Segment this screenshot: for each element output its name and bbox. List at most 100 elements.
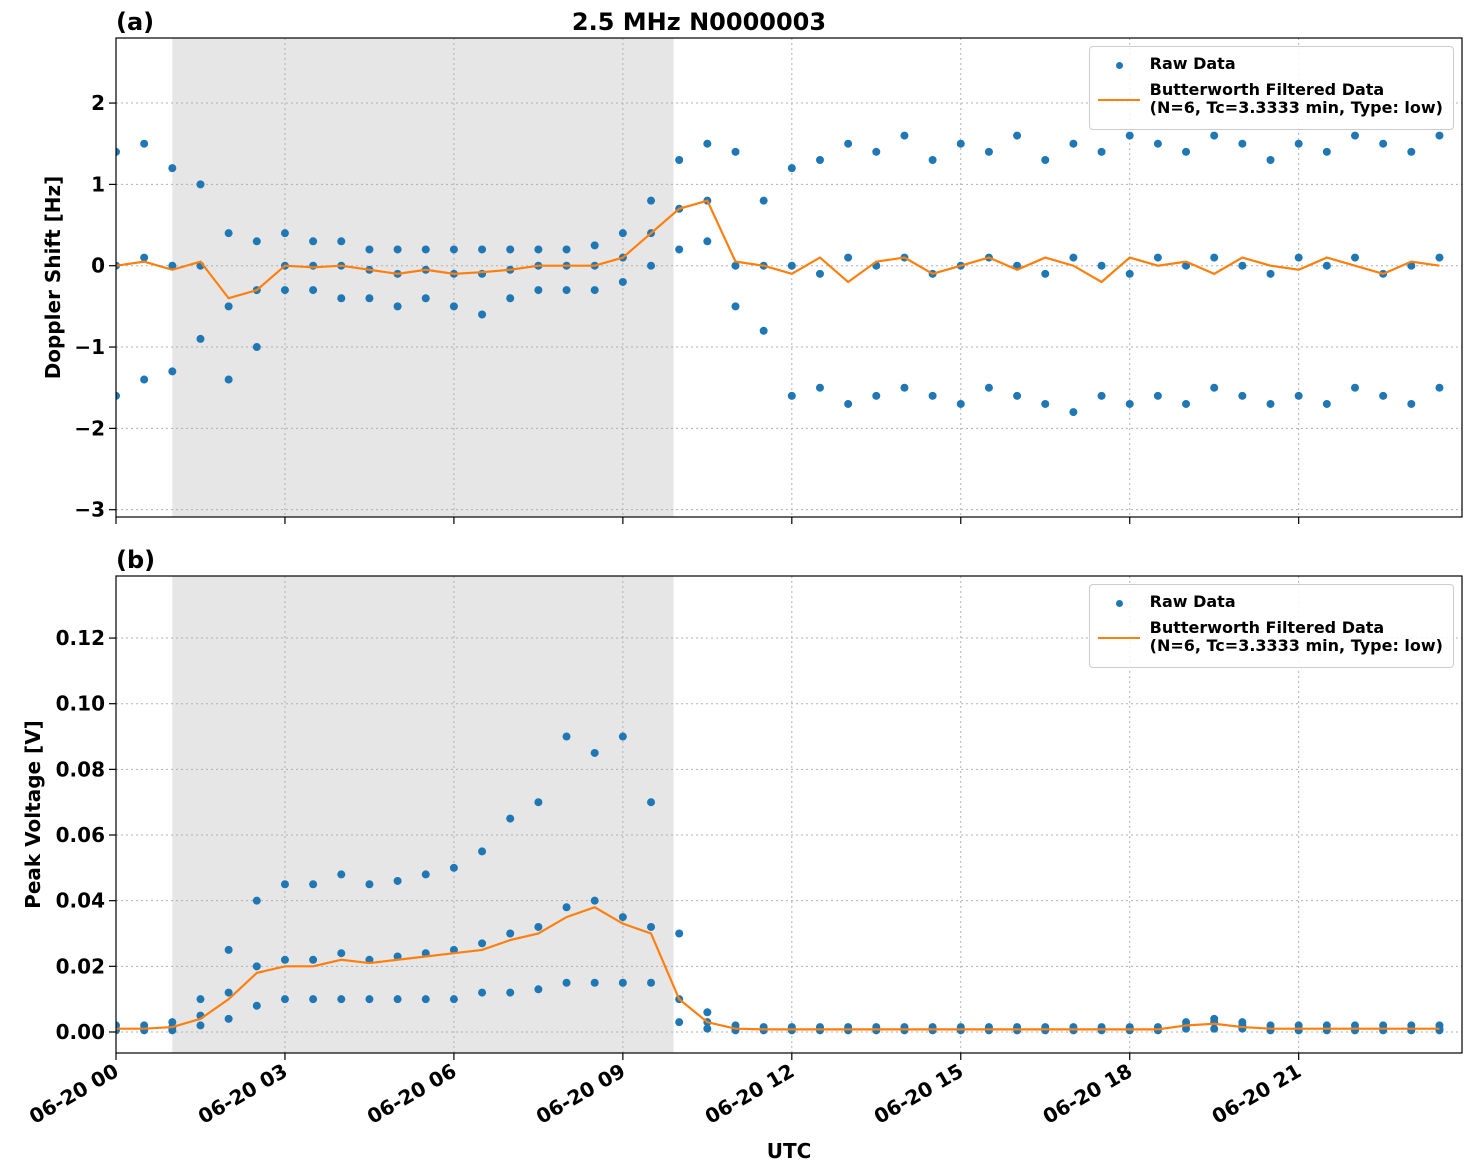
raw-point (309, 286, 318, 295)
y-axis-label: Peak Voltage [V] (21, 720, 45, 909)
raw-point (478, 988, 487, 997)
raw-point (815, 269, 824, 278)
raw-point (1182, 147, 1191, 156)
y-tick-label: −3 (74, 498, 105, 522)
raw-point (844, 253, 853, 262)
x-tick-label: 06-20 06 (363, 1059, 461, 1129)
y-tick-label: 0.12 (56, 626, 105, 650)
raw-point (1266, 155, 1275, 164)
legend-entry: Raw Data (1098, 593, 1443, 613)
raw-point (1182, 261, 1191, 270)
raw-point (1379, 1026, 1388, 1035)
raw-point (1350, 131, 1359, 140)
raw-point (252, 237, 261, 246)
y-tick-label: 0.06 (56, 823, 105, 847)
raw-point (562, 978, 571, 987)
raw-point (1266, 399, 1275, 408)
y-tick-label: 0.00 (56, 1020, 105, 1044)
raw-point (421, 294, 430, 303)
raw-point (534, 798, 543, 807)
raw-point (1294, 139, 1303, 148)
raw-point (337, 870, 346, 879)
raw-point (956, 139, 965, 148)
raw-point (1041, 269, 1050, 278)
raw-point (1435, 1026, 1444, 1035)
raw-point (140, 375, 149, 384)
raw-point (562, 903, 571, 912)
raw-point (168, 367, 177, 376)
y-tick-label: 0.04 (56, 889, 105, 913)
raw-point (1407, 147, 1416, 156)
raw-point (224, 302, 233, 311)
raw-point (393, 876, 402, 885)
raw-point (280, 995, 289, 1004)
raw-point (844, 399, 853, 408)
raw-point (562, 286, 571, 295)
y-tick-label: −1 (74, 335, 105, 359)
raw-point (1379, 391, 1388, 400)
y-tick-label: 0.02 (56, 954, 105, 978)
raw-point (984, 147, 993, 156)
raw-point (365, 880, 374, 889)
raw-point (731, 261, 740, 270)
legend-key (1098, 55, 1140, 75)
raw-point (618, 732, 627, 741)
raw-point (1153, 253, 1162, 262)
raw-point (1041, 399, 1050, 408)
raw-point (1210, 1024, 1219, 1033)
raw-point (449, 995, 458, 1004)
raw-point (703, 237, 712, 246)
plot-area (116, 732, 1444, 1035)
raw-point (647, 922, 656, 931)
raw-point (1153, 391, 1162, 400)
raw-point (337, 237, 346, 246)
raw-point (365, 245, 374, 254)
raw-point (506, 294, 515, 303)
raw-point (365, 294, 374, 303)
legend-label: Raw Data (1149, 592, 1236, 611)
raw-point (1210, 131, 1219, 140)
raw-point (1322, 399, 1331, 408)
raw-point (280, 286, 289, 295)
legend: Raw Data Butterworth Filtered Data (N=6, … (1088, 46, 1454, 130)
panel-label: (a) (116, 8, 154, 36)
raw-point (731, 147, 740, 156)
raw-point (309, 995, 318, 1004)
plot-area (116, 131, 1444, 417)
legend-entry: Butterworth Filtered Data (N=6, Tc=3.333… (1097, 619, 1443, 655)
raw-point (1013, 131, 1022, 140)
legend-key (1097, 619, 1140, 639)
raw-point (1435, 131, 1444, 140)
raw-point (449, 245, 458, 254)
raw-point (337, 995, 346, 1004)
raw-point (562, 245, 571, 254)
raw-point (647, 261, 656, 270)
raw-point (1407, 399, 1416, 408)
raw-point (280, 955, 289, 964)
raw-point (590, 748, 599, 757)
raw-point (506, 245, 515, 254)
raw-point (280, 229, 289, 238)
x-tick-label: 06-20 15 (870, 1059, 968, 1129)
raw-point (506, 988, 515, 997)
raw-point (506, 814, 515, 823)
raw-point (224, 945, 233, 954)
raw-point (309, 955, 318, 964)
raw-point (647, 978, 656, 987)
raw-point (280, 880, 289, 889)
y-tick-label: 2 (91, 91, 105, 115)
raw-point (421, 870, 430, 879)
raw-point (872, 391, 881, 400)
x-axis-label: UTC (767, 1139, 812, 1163)
x-tick-label: 06-20 03 (194, 1059, 292, 1129)
raw-point (140, 139, 149, 148)
raw-point (731, 302, 740, 311)
y-axis-label: Doppler Shift [Hz] (41, 176, 65, 380)
raw-point (759, 326, 768, 335)
raw-point (168, 1026, 177, 1035)
raw-point (1350, 383, 1359, 392)
raw-point (590, 896, 599, 905)
raw-point (252, 1001, 261, 1010)
raw-point (675, 245, 684, 254)
